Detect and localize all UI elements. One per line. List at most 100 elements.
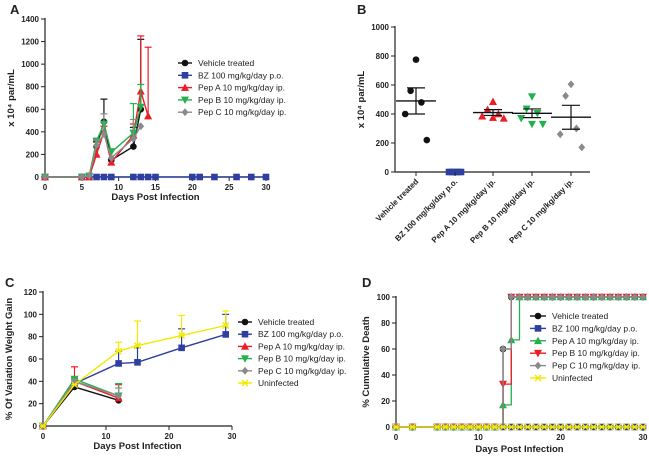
legend-item: Pep C 10 mg/kg/day ip. [178,107,286,117]
data-point [93,141,100,150]
y-tick-label: 800 [26,83,40,92]
data-point [441,423,449,431]
legend-label: Vehicle treated [258,317,315,327]
scatter-group [512,93,552,129]
x-tick-label: 10 [474,433,483,442]
legend-item: Pep A 10 mg/kg/day ip. [530,336,639,346]
data-point [130,143,137,150]
x-axis-label: Days Post Infection [475,444,563,455]
legend-marker [241,318,249,326]
y-tick-label: 0 [35,173,40,182]
data-point [152,173,159,181]
data-point [189,173,196,181]
legend-marker [534,361,542,370]
data-point [639,293,647,301]
data-point [71,381,78,389]
legend-item: Pep B 10 mg/kg/day ip. [178,95,286,105]
x-tick-label: 30 [228,432,237,441]
data-point [578,143,586,152]
legend-item: BZ 100 mg/kg/day p.o. [238,329,344,339]
legend-label: BZ 100 mg/kg/day p.o. [258,329,344,339]
data-point [532,293,540,301]
panel-d: D 0 20 40 60 80 100 % Cumulative Death 0 10 20 30 Da… [361,275,648,455]
legend-item: Vehicle treated [530,311,609,321]
legend-marker [180,83,190,91]
data-point [144,111,153,120]
legend-item: BZ 100 mg/kg/day p.o. [178,70,284,80]
data-point [573,124,580,133]
data-point [222,331,229,338]
data-point [516,293,523,301]
legend-label: Uninfected [552,373,593,383]
legend-label: Pep C 10 mg/kg/day ip. [198,107,286,117]
legend-label: Pep A 10 mg/kg/day ip. [258,341,345,351]
data-point [262,173,270,181]
data-point [527,120,537,129]
panel-label: A [10,2,20,17]
data-point [540,423,548,431]
data-point [573,423,581,431]
data-point [478,112,487,120]
data-point [39,422,47,430]
legend-label: Pep C 10 mg/kg/day ip. [552,361,640,371]
data-point [623,423,631,431]
y-axis-label: % Cumulative Death [361,316,372,408]
data-point [507,423,515,431]
y-tick-label: 20 [381,397,390,406]
data-point [573,293,581,301]
legend-marker [181,108,189,117]
y-tick-label: 0 [386,423,391,432]
data-point [423,136,431,144]
y-axis-label: % Of Variation Weight Gain [4,298,15,420]
series-pepC [39,377,123,430]
data-point [538,120,547,129]
series-line [42,380,119,427]
legend-marker [240,342,250,350]
legend-item: Pep C 10 mg/kg/day ip. [238,366,346,376]
data-point [450,423,458,431]
legend-label: Pep B 10 mg/kg/day ip. [198,95,286,105]
scatter-group [473,97,513,122]
y-tick-label: 200 [26,150,40,159]
legend-marker [533,349,543,358]
legend-marker [240,355,250,363]
legend-label: Uninfected [258,378,299,388]
x-tick-label: 15 [151,183,160,192]
data-point [631,293,639,301]
data-point [100,173,108,181]
x-tick-label: 0 [41,432,46,441]
data-point [590,293,597,301]
data-point [136,103,145,112]
data-point [614,293,622,301]
data-point [614,423,622,431]
y-tick-label: 600 [376,81,390,90]
series-pepC [41,113,145,181]
data-point [457,168,465,176]
legend-label: BZ 100 mg/kg/day p.o. [198,70,284,80]
data-point [407,87,414,95]
x-tick-label: 10 [114,183,123,192]
data-point [540,293,548,301]
data-point [178,332,186,340]
series-uninfected [39,310,230,430]
y-tick-label: 120 [24,288,38,297]
legend-marker [181,72,189,79]
legend-label: Vehicle treated [552,311,609,321]
legend-item: Pep C 10 mg/kg/day ip. [530,361,640,371]
y-tick-label: 800 [376,52,390,61]
legend-item: Pep B 10 mg/kg/day ip. [238,354,346,364]
data-point [565,423,573,431]
data-point [466,423,474,431]
data-point [527,93,537,101]
data-point [78,173,86,181]
data-point [392,423,400,431]
x-tick-label: 0 [394,433,399,442]
data-point [598,293,606,301]
data-point [433,423,441,431]
legend-item: Vehicle treated [178,58,255,68]
y-tick-label: 1000 [21,60,39,69]
series-line [42,380,119,427]
